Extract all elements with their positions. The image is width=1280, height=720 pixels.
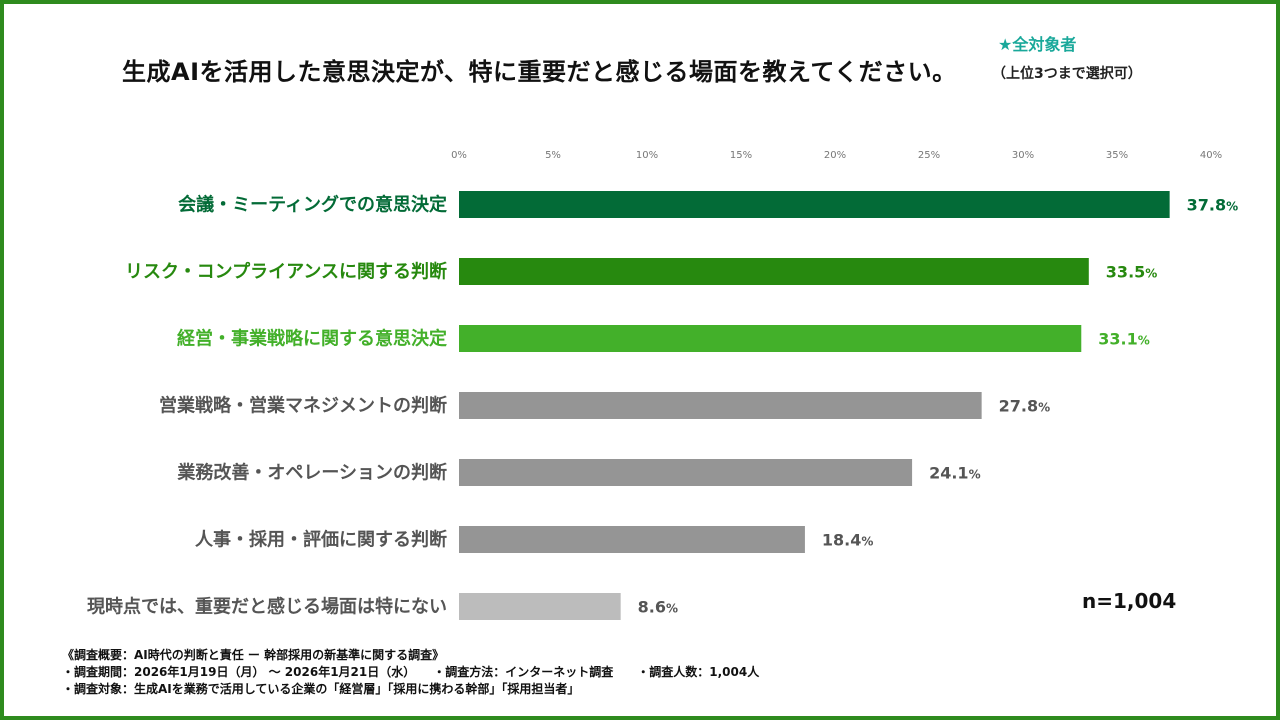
survey-footer: 《調査概要：AI時代の判断と責任 ー 幹部採用の新基準に関する調査》 ・調査期間… [62, 647, 759, 698]
category-label: 営業戦略・営業マネジメントの判断 [159, 395, 447, 417]
bar [459, 325, 1082, 352]
value-label: 27.8% [999, 397, 1051, 416]
x-tick-label: 5% [545, 150, 561, 161]
value-label: 18.4% [822, 531, 874, 550]
value-label: 37.8% [1187, 196, 1239, 215]
target-badge: ★全対象者 [998, 35, 1077, 54]
sample-size-label: n=1,004 [1082, 589, 1177, 613]
footer-line-overview: 《調査概要：AI時代の判断と責任 ー 幹部採用の新基準に関する調査》 [62, 648, 445, 662]
footer-line-target: ・調査対象：生成AIを業務で活用している企業の「経営層」「採用に携わる幹部」「採… [62, 682, 580, 696]
x-tick-label: 25% [918, 150, 940, 161]
value-label: 8.6% [638, 598, 678, 617]
value-label: 33.1% [1098, 330, 1150, 349]
x-tick-label: 0% [451, 150, 467, 161]
bar [459, 593, 621, 620]
value-label: 33.5% [1106, 263, 1158, 282]
x-tick-label: 10% [636, 150, 658, 161]
selection-note: （上位3つまで選択可） [992, 66, 1142, 82]
bar [459, 459, 913, 486]
category-label: 現時点では、重要だと感じる場面は特にない [87, 596, 447, 618]
x-tick-label: 35% [1106, 150, 1128, 161]
footer-line-period: ・調査期間：2026年1月19日（月） 〜 2026年1月21日（水） ・調査方… [62, 665, 760, 679]
category-label: リスク・コンプライアンスに関する判断 [125, 261, 447, 283]
category-label: 人事・採用・評価に関する判断 [195, 529, 447, 551]
category-label: 会議・ミーティングでの意思決定 [178, 194, 447, 216]
bar [459, 526, 805, 553]
page-title: 生成AIを活用した意思決定が、特に重要だと感じる場面を教えてください。 [122, 58, 957, 86]
category-label: 業務改善・オペレーションの判断 [176, 462, 447, 484]
value-label: 24.1% [929, 464, 981, 483]
bar [459, 258, 1089, 285]
x-tick-label: 20% [824, 150, 846, 161]
x-tick-label: 40% [1200, 150, 1222, 161]
category-label: 経営・事業戦略に関する意思決定 [177, 328, 447, 350]
x-tick-label: 15% [730, 150, 752, 161]
x-tick-label: 30% [1012, 150, 1034, 161]
bar [459, 191, 1170, 218]
bar [459, 392, 982, 419]
